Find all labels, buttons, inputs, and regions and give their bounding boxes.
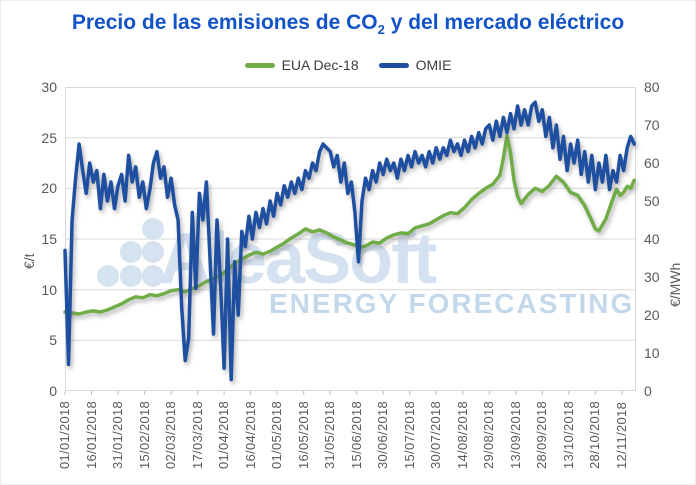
plot-area: AleaSoft ENERGY FORECASTING bbox=[63, 87, 636, 395]
eua-line-swatch-icon bbox=[244, 62, 275, 68]
right-axis-tick-label: 30 bbox=[644, 269, 660, 285]
right-axis-tick-label: 80 bbox=[644, 79, 660, 95]
x-axis-tick-label: 14/08/2018 bbox=[455, 400, 470, 469]
page-title: Precio de las emisiones de CO2 y del mer… bbox=[1, 11, 695, 37]
right-axis-tick-label: 20 bbox=[644, 307, 660, 323]
title-post: y del mercado eléctrico bbox=[384, 11, 625, 34]
x-axis-tick-label: 30/07/2018 bbox=[428, 400, 443, 469]
left-axis-tick-label: 10 bbox=[41, 282, 57, 298]
left-axis-tick-label: 20 bbox=[41, 180, 57, 196]
legend: EUA Dec-18 OMIE bbox=[1, 57, 695, 73]
watermark-tagline: ENERGY FORECASTING bbox=[269, 288, 635, 319]
right-axis-tick-label: 40 bbox=[644, 231, 660, 247]
legend-item-eua: EUA Dec-18 bbox=[244, 57, 359, 73]
legend-label-eua: EUA Dec-18 bbox=[281, 57, 359, 73]
left-axis-tick-label: 15 bbox=[41, 231, 57, 247]
x-axis-tick-label: 30/06/2018 bbox=[375, 400, 390, 469]
right-axis-tick-label: 60 bbox=[644, 155, 660, 171]
title-subscript: 2 bbox=[377, 22, 385, 38]
x-axis-tick-label: 13/10/2018 bbox=[561, 400, 576, 469]
x-axis-tick-label: 15/02/2018 bbox=[137, 400, 152, 469]
x-axis-tick-label: 02/03/2018 bbox=[163, 400, 178, 469]
gridlines bbox=[64, 87, 636, 395]
logo-dot-icon bbox=[142, 218, 164, 240]
title-pre: Precio de las emisiones de CO bbox=[71, 11, 378, 34]
x-axis-tick-label: 28/10/2018 bbox=[587, 400, 602, 469]
x-axis-tick-label: 12/11/2018 bbox=[614, 401, 629, 469]
x-axis-tick-label: 01/01/2018 bbox=[57, 400, 72, 469]
legend-item-omie: OMIE bbox=[378, 57, 452, 73]
logo-dot-icon bbox=[120, 241, 142, 263]
data-series bbox=[63, 100, 636, 382]
x-axis-tick-label: 13/09/2018 bbox=[508, 400, 523, 469]
logo-dot-icon bbox=[142, 265, 164, 287]
right-axis-tick-label: 70 bbox=[644, 117, 660, 133]
left-axis-tick-label: 5 bbox=[49, 332, 57, 348]
omie-line-swatch-icon bbox=[378, 62, 409, 68]
right-axis-tick-label: 50 bbox=[644, 193, 660, 209]
x-axis-tick-label: 28/09/2018 bbox=[534, 400, 549, 469]
watermark: AleaSoft ENERGY FORECASTING bbox=[65, 87, 636, 391]
x-axis-tick-label: 17/03/2018 bbox=[190, 400, 205, 469]
x-axis-tick-label: 31/01/2018 bbox=[110, 400, 125, 469]
x-axis-tick-label: 15/06/2018 bbox=[349, 400, 364, 469]
logo-dot-icon bbox=[120, 265, 142, 287]
x-axis-tick-label: 16/05/2018 bbox=[296, 400, 311, 469]
logo-dot-icon bbox=[97, 265, 119, 287]
x-axis-tick-label: 16/01/2018 bbox=[84, 400, 99, 469]
right-axis-tick-label: 0 bbox=[644, 383, 652, 399]
left-axis-tick-label: 25 bbox=[41, 130, 57, 146]
x-axis-tick-label: 01/04/2018 bbox=[216, 400, 231, 469]
right-axis-tick-label: 10 bbox=[644, 345, 660, 361]
left-axis-tick-label: 0 bbox=[49, 383, 57, 399]
logo-dot-icon bbox=[142, 241, 164, 263]
x-axis-tick-label: 31/05/2018 bbox=[322, 400, 337, 469]
x-axis-tick-label: 29/08/2018 bbox=[481, 400, 496, 469]
x-axis-tick-label: 16/04/2018 bbox=[243, 400, 258, 469]
legend-label-omie: OMIE bbox=[415, 57, 452, 73]
x-axis-tick-label: 15/07/2018 bbox=[402, 400, 417, 469]
watermark-brand: AleaSoft bbox=[159, 219, 437, 299]
x-axis-tick-label: 01/05/2018 bbox=[269, 400, 284, 469]
left-axis-tick-label: 30 bbox=[41, 79, 57, 95]
